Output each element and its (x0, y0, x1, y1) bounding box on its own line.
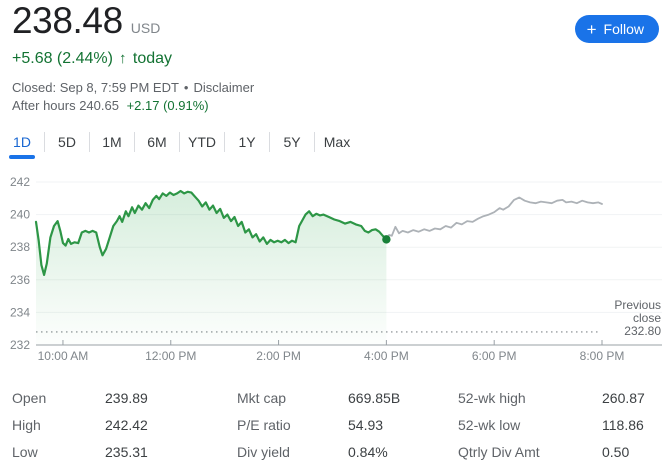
stat-label: Qtrly Div Amt (458, 443, 540, 460)
stat-label: Div yield (237, 443, 290, 460)
svg-text:10:00 AM: 10:00 AM (38, 349, 89, 363)
stat-label: 52-wk high (458, 389, 526, 406)
svg-text:4:00 PM: 4:00 PM (364, 349, 409, 363)
tab-divider (269, 132, 270, 152)
svg-text:232.80: 232.80 (624, 324, 661, 338)
svg-text:Previous: Previous (614, 298, 661, 312)
follow-label: Follow (603, 21, 644, 37)
svg-text:236: 236 (10, 273, 30, 287)
x-axis-ticks: 10:00 AM 12:00 PM 2:00 PM 4:00 PM 6:00 PM 8:0… (38, 340, 625, 363)
svg-text:2:00 PM: 2:00 PM (256, 349, 301, 363)
after-hours-line (385, 196, 603, 241)
disclaimer-link[interactable]: Disclaimer (193, 80, 255, 95)
svg-text:234: 234 (10, 305, 30, 319)
stat-value: 260.87 (602, 389, 645, 406)
tab-divider (44, 132, 45, 152)
plus-icon: + (586, 19, 597, 39)
tab-1m[interactable]: 1M (102, 134, 122, 150)
stat-value: 0.84% (348, 443, 388, 460)
stock-price: 238.48 (12, 0, 123, 41)
svg-text:6:00 PM: 6:00 PM (472, 349, 517, 363)
tab-ytd[interactable]: YTD (188, 134, 216, 150)
key-stats-table: Open 239.89 Mkt cap 669.85B 52-wk high 2… (12, 384, 662, 464)
stat-value: 239.89 (105, 389, 148, 406)
svg-text:232: 232 (10, 338, 30, 352)
stat-label: High (12, 416, 41, 433)
tab-divider (179, 132, 180, 152)
svg-text:242: 242 (10, 175, 30, 189)
stat-label: Mkt cap (237, 389, 287, 406)
up-arrow-icon: ↑ (118, 50, 127, 67)
market-status-line: Closed: Sep 8, 7:59 PM EDT • Disclaimer (12, 80, 254, 95)
tab-divider (89, 132, 90, 152)
tab-divider (224, 132, 225, 152)
after-hours-line: After hours 240.65 +2.17 (0.91%) (12, 98, 209, 113)
stat-value: 118.86 (602, 416, 644, 433)
follow-button[interactable]: + Follow (574, 15, 659, 43)
dot-separator: • (183, 80, 189, 95)
price-row: 238.48 USD (12, 0, 160, 42)
stat-value: 54.93 (348, 416, 384, 433)
tab-5y[interactable]: 5Y (283, 134, 301, 150)
tab-divider (314, 132, 315, 152)
svg-text:238: 238 (10, 240, 30, 254)
svg-text:240: 240 (10, 208, 30, 222)
svg-text:8:00 PM: 8:00 PM (580, 349, 625, 363)
tab-divider (134, 132, 135, 152)
stat-label: Open (12, 389, 47, 406)
stat-value: 242.42 (105, 416, 148, 433)
stat-label: Low (12, 443, 38, 460)
closed-text: Closed: Sep 8, 7:59 PM EDT (12, 80, 179, 95)
tab-6m[interactable]: 6M (147, 134, 167, 150)
after-hours-change: +2.17 (0.91%) (126, 98, 209, 113)
time-range-tabs: 1D 5D 1M 6M YTD 1Y 5Y Max (0, 128, 359, 156)
stat-value: 669.85B (348, 389, 401, 406)
svg-text:12:00 PM: 12:00 PM (145, 349, 196, 363)
tab-max[interactable]: Max (323, 134, 351, 150)
tab-1d[interactable]: 1D (0, 134, 44, 150)
stat-label: P/E ratio (237, 416, 291, 433)
svg-text:close: close (633, 311, 661, 325)
stat-value: 0.50 (602, 443, 630, 460)
stat-value: 235.31 (105, 443, 148, 460)
after-hours-price: After hours 240.65 (12, 98, 119, 113)
last-price-marker (382, 235, 391, 244)
stat-label: 52-wk low (458, 416, 521, 433)
change-period: today (132, 50, 173, 67)
change-value: +5.68 (2.44%) (12, 50, 113, 67)
price-change: +5.68 (2.44%) ↑ today (12, 50, 172, 68)
currency-label: USD (130, 20, 161, 36)
tab-5d[interactable]: 5D (58, 134, 76, 150)
tab-1y[interactable]: 1Y (238, 134, 256, 150)
market-hours-line (34, 189, 388, 277)
